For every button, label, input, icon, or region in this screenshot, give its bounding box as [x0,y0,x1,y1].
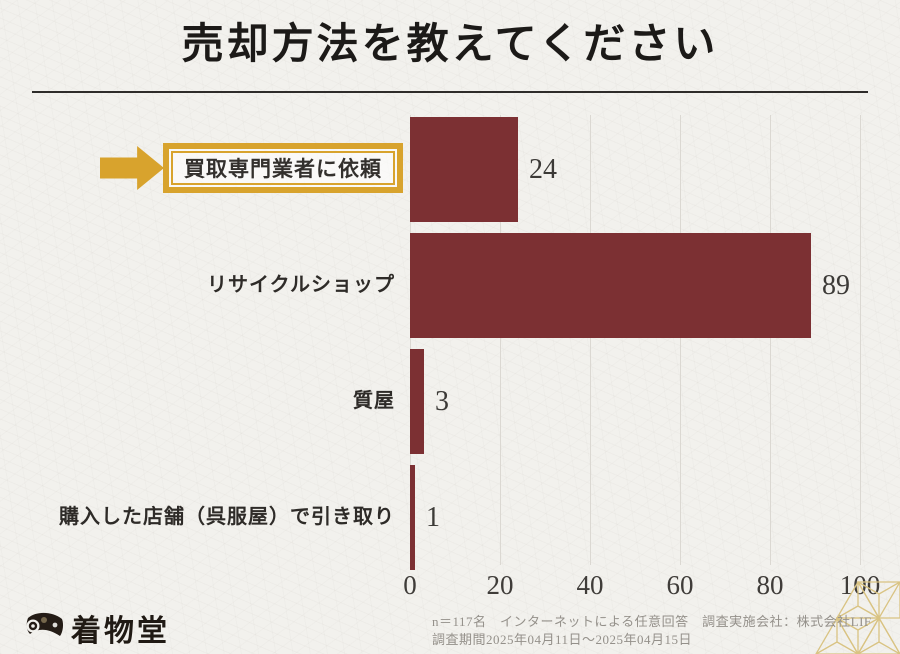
bar-recycle [410,233,811,338]
survey-note-line1: n＝117名 インターネットによる任意回答 調査実施会社：株式会社LIF [432,614,872,629]
category-label-gofukuya: 購入した店舗（呉服屋）で引き取り [59,506,395,528]
fan-icon [26,612,64,636]
title-divider [32,91,868,93]
category-label-kaitori: 買取専門業者に依頼 [171,151,395,185]
gridline [500,115,501,565]
bar-value-kaitori: 24 [529,154,557,185]
brand-name: 着物堂 [71,615,170,648]
highlight-arrow-icon [100,146,164,190]
x-tick-label: 20 [486,570,514,600]
chart-row-recycle: リサイクルショップ 89 [0,233,900,338]
chart-row-pawnshop: 質屋 3 [0,349,900,454]
bar-kaitori [410,117,518,222]
x-tick-label: 100 [839,570,881,600]
gridline [590,115,591,565]
bar-value-pawnshop: 3 [435,386,449,417]
gridline [410,115,411,565]
bar-value-gofukuya: 1 [426,502,440,533]
highlighted-category-box: 買取専門業者に依頼 [163,143,403,193]
category-label-pawnshop: 質屋 [353,390,395,412]
x-tick-label: 0 [403,570,417,600]
survey-notes: n＝117名 インターネットによる任意回答 調査実施会社：株式会社LIF 調査期… [432,613,872,649]
chart-row-gofukuya: 購入した店舗（呉服屋）で引き取り 1 [0,465,900,570]
x-tick-label: 80 [756,570,784,600]
gridline [680,115,681,565]
bar-pawnshop [410,349,424,454]
bar-value-recycle: 89 [822,270,850,301]
brand-logo: 着物堂 [22,606,170,650]
bar-gofukuya [410,465,415,570]
page-title: 売却方法を教えてください [181,22,719,68]
survey-note-line2: 調査期間2025年04月11日～2025年04月15日 [432,632,693,647]
gridline [770,115,771,565]
category-label-recycle: リサイクルショップ [207,274,395,296]
x-tick-label: 60 [666,570,694,600]
gridline [860,115,861,565]
x-tick-label: 40 [576,570,604,600]
chart-row-kaitori: 買取専門業者に依頼 24 [0,117,900,222]
